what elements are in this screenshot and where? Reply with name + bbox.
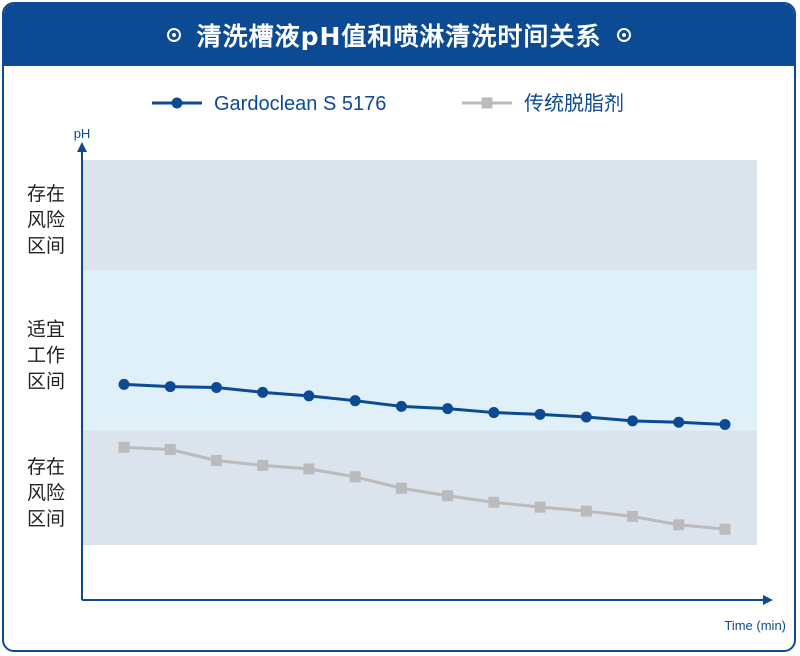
x-axis-label: Time (min)	[724, 618, 786, 633]
data-point	[303, 463, 315, 475]
data-point	[395, 400, 407, 412]
data-point	[673, 519, 685, 531]
data-point	[627, 510, 639, 522]
data-point	[719, 418, 731, 430]
data-point	[488, 496, 500, 508]
zone-label: 存在	[27, 183, 65, 205]
data-point	[257, 386, 269, 398]
y-axis-label: pH	[74, 126, 91, 141]
zone-label: 工作	[27, 344, 65, 366]
zone-label: 区间	[27, 235, 65, 257]
zone-label: 区间	[27, 508, 65, 530]
zone-band-risk	[82, 160, 757, 270]
series-line-2	[123, 445, 726, 531]
legend-marker	[481, 97, 493, 109]
data-point	[303, 390, 315, 402]
zone-band-suitable	[82, 270, 757, 431]
zone-label: 存在	[27, 456, 65, 478]
data-point	[164, 381, 176, 393]
data-point	[442, 403, 454, 415]
data-point	[349, 471, 361, 483]
data-point	[395, 482, 407, 494]
data-point	[580, 505, 592, 517]
zone-label: 风险	[27, 482, 65, 504]
data-point	[534, 501, 546, 513]
data-point	[627, 415, 639, 427]
data-point	[442, 490, 454, 502]
legend-marker	[171, 97, 183, 109]
data-point	[673, 416, 685, 428]
data-point	[580, 411, 592, 423]
data-point	[534, 408, 546, 420]
x-axis-arrow-icon	[763, 595, 773, 605]
data-point	[118, 441, 130, 453]
data-point	[488, 407, 500, 419]
data-point	[719, 523, 731, 535]
data-point	[118, 378, 130, 390]
chart-title: 清洗槽液pH值和喷淋清洗时间关系	[196, 22, 602, 51]
legend-label: 传统脱脂剂	[524, 92, 624, 115]
data-point	[210, 455, 222, 467]
zone-label: 区间	[27, 370, 65, 392]
data-point	[164, 444, 176, 456]
legend-label: Gardoclean S 5176	[214, 93, 386, 115]
data-point	[349, 395, 361, 407]
data-point	[257, 459, 269, 471]
zone-label: 风险	[27, 209, 65, 231]
y-axis-arrow-icon	[77, 142, 87, 152]
title-left-dot-icon	[166, 28, 181, 42]
title-bar: 清洗槽液pH值和喷淋清洗时间关系	[4, 4, 794, 66]
title-right-dot-icon	[617, 28, 632, 42]
zone-band-risk	[82, 430, 757, 545]
series-line-1	[123, 382, 726, 426]
data-point	[210, 381, 222, 393]
zone-label: 适宜	[27, 318, 65, 340]
